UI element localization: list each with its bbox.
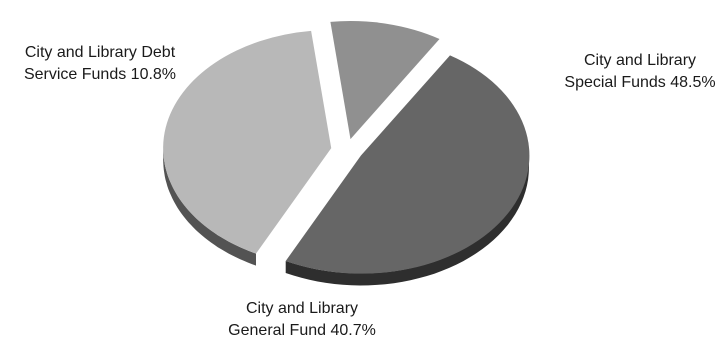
- slice-label-special-funds: City and Library Special Funds 48.5%: [540, 50, 727, 94]
- slice-label-line2: General Fund 40.7%: [228, 322, 376, 339]
- slice-general-fund: [163, 30, 332, 266]
- slice-label-line1: City and Library Debt: [24, 44, 176, 61]
- slice-top: [330, 21, 440, 140]
- slice-top: [285, 55, 530, 274]
- slice-label-line2: Service Funds 10.8%: [23, 66, 177, 83]
- slice-side: [163, 148, 256, 266]
- slice-side: [285, 155, 529, 286]
- slice-top: [163, 30, 332, 254]
- slice-label-line2: Special Funds 48.5%: [564, 74, 716, 91]
- slice-label-line1: City and Library: [583, 52, 697, 69]
- slice-label-line1: City and Library: [245, 300, 359, 317]
- slice-debt-service-funds: [330, 21, 440, 140]
- slice-label-general-fund: City and Library General Fund 40.7%: [202, 298, 402, 342]
- slice-label-debt-service-funds: City and Library Debt Service Funds 10.8…: [0, 42, 200, 86]
- slice-special-funds: [285, 55, 530, 286]
